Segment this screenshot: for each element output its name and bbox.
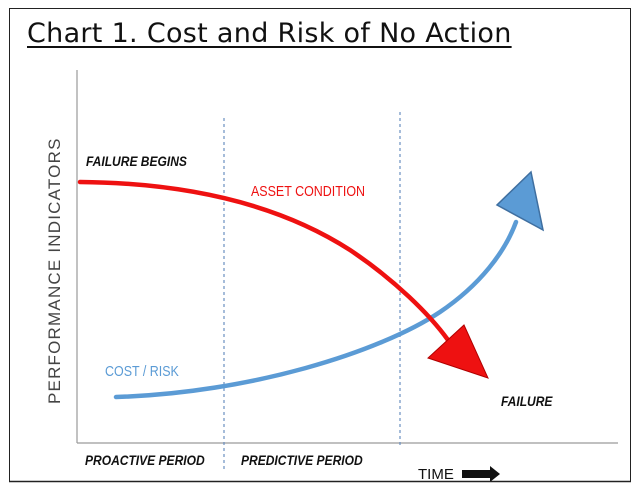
chart-frame: [9, 8, 631, 482]
time-arrow-icon: [462, 466, 500, 482]
failure-begins-label: FAILURE BEGINS: [86, 153, 187, 169]
cost-risk-label: COST / RISK: [105, 363, 179, 379]
asset-condition-arrowhead: [427, 324, 489, 379]
time-label: TIME: [418, 466, 454, 483]
proactive-period-label: PROACTIVE PERIOD: [85, 452, 205, 468]
y-axis-label: PERFORMANCE INDICATORS: [45, 137, 64, 404]
cost-risk-arrowhead: [495, 170, 545, 232]
asset-condition-curve: [77, 179, 451, 343]
chart-title: Chart 1. Cost and Risk of No Action: [27, 18, 512, 49]
cost-risk-curve: [113, 219, 519, 400]
failure-label: FAILURE: [501, 393, 554, 409]
asset-condition-label: ASSET CONDITION: [251, 183, 365, 199]
predictive-period-label: PREDICTIVE PERIOD: [241, 452, 363, 468]
bottom-mask: [10, 481, 630, 494]
